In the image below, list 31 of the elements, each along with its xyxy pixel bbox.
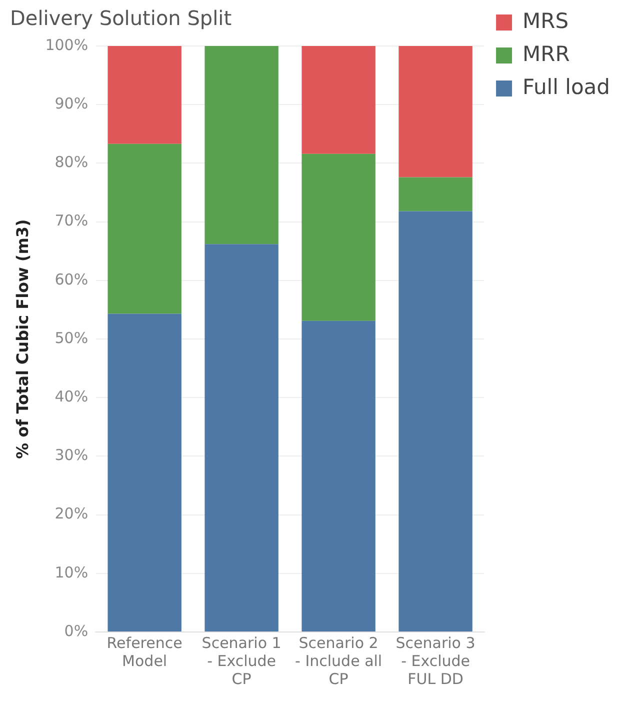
bar bbox=[302, 154, 376, 321]
x-tick-label: Scenario 2 - Include all CP bbox=[295, 634, 382, 688]
legend-label: Full load bbox=[522, 74, 610, 99]
x-tick-label: Scenario 3 - Exclude FUL DD bbox=[396, 634, 476, 688]
bar bbox=[302, 46, 376, 154]
bar bbox=[302, 320, 376, 632]
y-tick-label: 60% bbox=[54, 270, 88, 288]
y-tick-label: 40% bbox=[54, 387, 88, 406]
bar bbox=[108, 144, 182, 314]
y-tick-label: 10% bbox=[54, 563, 88, 582]
y-tick-label: 20% bbox=[54, 504, 88, 523]
bar bbox=[204, 244, 278, 632]
bar bbox=[108, 46, 182, 144]
x-tick-label: Scenario 1 - Exclude CP bbox=[202, 634, 282, 688]
chart-title: Delivery Solution Split bbox=[10, 6, 232, 30]
y-tick-label: 30% bbox=[54, 446, 88, 464]
y-tick-label: 0% bbox=[64, 622, 88, 640]
bar bbox=[204, 46, 278, 244]
y-tick-label: 50% bbox=[54, 328, 88, 347]
y-tick-label: 70% bbox=[54, 212, 88, 230]
y-axis-title: % of Total Cubic Flow (m3) bbox=[12, 219, 32, 459]
y-tick-label: 90% bbox=[54, 94, 88, 112]
y-tick-label: 80% bbox=[54, 153, 88, 172]
x-tick-label: Reference Model bbox=[106, 634, 182, 670]
legend-label: MRR bbox=[522, 42, 570, 66]
y-tick-label: 100% bbox=[45, 36, 88, 54]
bar bbox=[398, 211, 472, 632]
bar bbox=[398, 46, 472, 178]
legend-label: MRS bbox=[522, 8, 569, 33]
bar bbox=[398, 177, 472, 212]
bar bbox=[108, 314, 182, 632]
